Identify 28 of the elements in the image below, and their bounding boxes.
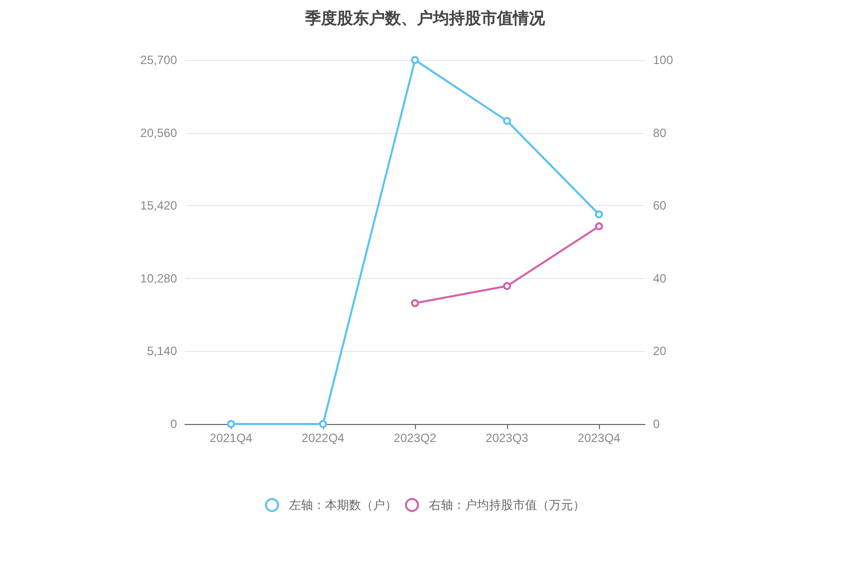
y-tick-label: 20,560 <box>140 126 178 140</box>
legend-label: 左轴：本期数（户） <box>289 498 397 512</box>
point <box>319 420 327 428</box>
point <box>503 116 511 125</box>
point <box>411 56 419 64</box>
y-tick-label: 25,700 <box>140 53 178 67</box>
point <box>595 210 603 218</box>
point <box>411 299 419 308</box>
x-tick-label: 2022Q4 <box>302 431 345 445</box>
point <box>595 222 603 230</box>
legend-label: 右轴：户均持股市值（万元） <box>429 498 585 512</box>
x-tick-label: 2021Q4 <box>210 431 253 445</box>
x-tick-label: 2023Q4 <box>578 431 621 445</box>
y2-tick-label: 0 <box>653 417 660 431</box>
y-tick-label: 15,420 <box>140 198 178 213</box>
y2-tick-label: 100 <box>653 53 674 67</box>
point <box>227 420 235 428</box>
y2-tick-label: 20 <box>653 344 667 358</box>
y2-tick-label: 40 <box>653 271 667 286</box>
point <box>503 282 511 290</box>
y-tick-label: 0 <box>170 417 178 431</box>
x-tick-label: 2023Q3 <box>486 431 529 445</box>
chart-title: 季度股东户数、户均持股市值情况 <box>304 8 546 28</box>
y-tick-label: 5,140 <box>146 344 178 358</box>
y2-tick-label: 60 <box>653 198 667 213</box>
y2-tick-label: 80 <box>653 126 667 140</box>
y-tick-label: 10,280 <box>140 271 178 286</box>
x-tick-label: 2023Q2 <box>394 431 437 445</box>
